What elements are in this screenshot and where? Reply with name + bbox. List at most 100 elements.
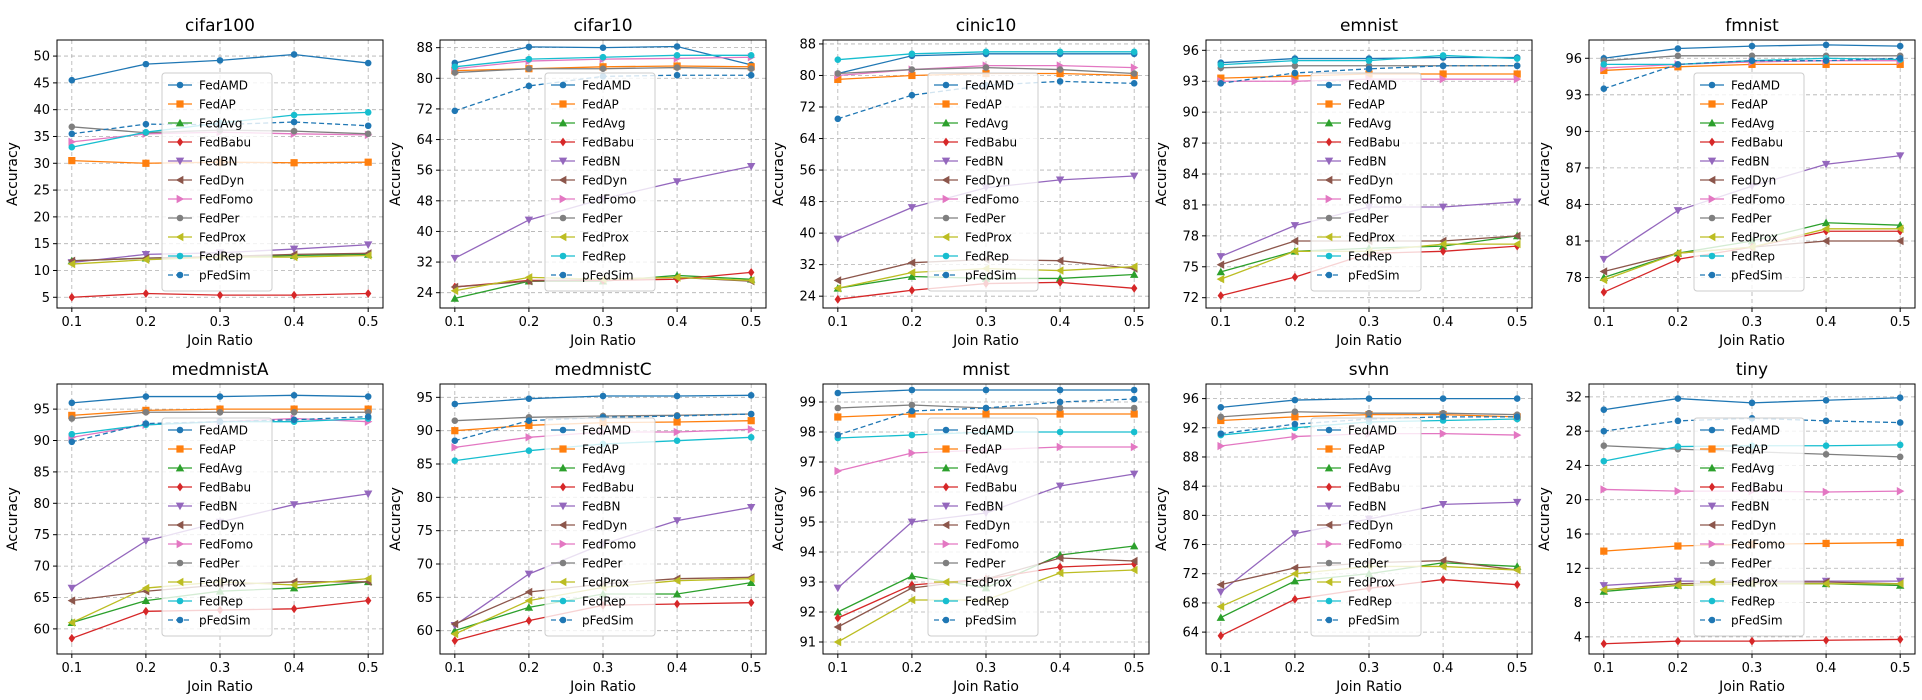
legend-marker [1707,463,1717,472]
legend-label: FedAMD [1348,424,1397,438]
data-point [1896,486,1905,496]
subplot-title: medmnistA [171,360,268,380]
data-point [1748,42,1756,50]
legend-marker [559,482,567,492]
legend-label: FedFomo [1348,538,1402,552]
y-tick-label: 92 [1182,421,1199,436]
legend-label: FedProx [965,231,1012,245]
data-point [747,417,755,425]
series-FedRep [1217,52,1521,69]
legend-marker [941,463,951,472]
legend-marker [559,214,567,222]
legend-marker [1325,616,1333,624]
legend-label: FedProx [1348,231,1395,245]
data-point [1438,501,1448,509]
data-point [1513,74,1522,84]
data-point [834,404,842,412]
data-point [525,395,533,402]
data-point [1896,394,1904,402]
data-point [746,162,756,171]
data-point [1822,487,1831,497]
y-tick-label: 91 [799,636,816,651]
data-point [907,583,916,593]
data-point [1748,57,1756,65]
legend-label: FedDyn [199,519,244,533]
data-point [1821,224,1830,234]
legend-label: FedFomo [965,193,1019,207]
data-point [1216,613,1226,621]
legend-label: FedBabu [1348,481,1400,495]
legend-label: FedAMD [965,79,1014,93]
data-point [1056,562,1064,572]
data-point [908,448,917,458]
data-point [673,418,681,426]
data-point [1056,277,1064,287]
data-point [451,457,459,464]
data-point [451,107,459,115]
legend-label: FedAvg [199,462,242,476]
legend-marker [175,175,184,185]
legend-marker [558,577,567,587]
data-point [68,76,76,84]
data-point [673,437,681,444]
data-point [1216,253,1226,261]
legend-label: FedAP [1348,98,1385,112]
data-point [599,392,607,400]
x-axis-label: Join Ratio [952,679,1019,695]
data-point [1291,432,1300,441]
y-tick-label: 25 [33,184,50,199]
legend-label: FedRep [1348,250,1392,264]
data-point [1291,396,1299,404]
legend-marker [1325,559,1333,567]
data-point [1056,410,1064,418]
data-point [450,629,459,639]
data-point [1438,556,1447,565]
x-tick-label: 0.3 [1742,661,1763,676]
data-point [833,235,843,244]
series-FedPer [834,64,1138,77]
y-tick-label: 80 [1182,509,1199,524]
legend-label: FedAMD [199,79,248,93]
y-axis-label: Accuracy [1537,142,1553,206]
data-point [450,619,459,629]
data-point [1365,409,1373,417]
data-point [1600,406,1608,414]
data-point [142,128,150,136]
data-point [290,127,298,135]
legend-marker [1325,271,1333,279]
data-point [982,64,990,71]
data-point [450,254,460,263]
x-tick-label: 0.2 [519,661,540,676]
y-tick-label: 20 [1565,493,1582,508]
x-tick-label: 0.3 [593,315,614,330]
data-point [1056,442,1065,452]
legend-label: FedProx [1731,231,1778,245]
legend-marker [1325,100,1333,108]
data-point [833,276,842,285]
y-axis-label: Accuracy [771,487,787,551]
x-tick-label: 0.4 [667,315,688,330]
data-point [68,438,76,446]
series-line [71,416,369,443]
legend-label: FedAMD [582,424,631,438]
legend-label: FedRep [199,250,243,264]
legend-label: FedRep [582,595,626,609]
x-tick-label: 0.2 [136,315,157,330]
axes-frame [56,39,384,309]
legend-label: FedRep [582,250,626,264]
x-tick-label: 0.5 [1890,315,1911,330]
y-tick-label: 5 [42,291,50,306]
legend: FedAMD FedAP FedAvg FedBabu FedBN FedDyn FedFo… [1693,417,1805,637]
data-point [1129,541,1139,550]
y-tick-label: 90 [1565,125,1582,140]
data-point [68,123,76,131]
data-point [1216,260,1225,269]
data-point [1822,450,1830,458]
legend-label: FedBN [965,500,1003,514]
legend-marker [558,232,567,242]
legend-label: FedAP [1731,443,1768,457]
data-point [524,596,533,605]
x-tick-label: 0.1 [1210,315,1231,330]
data-point [1748,636,1756,646]
data-point [1822,396,1830,404]
